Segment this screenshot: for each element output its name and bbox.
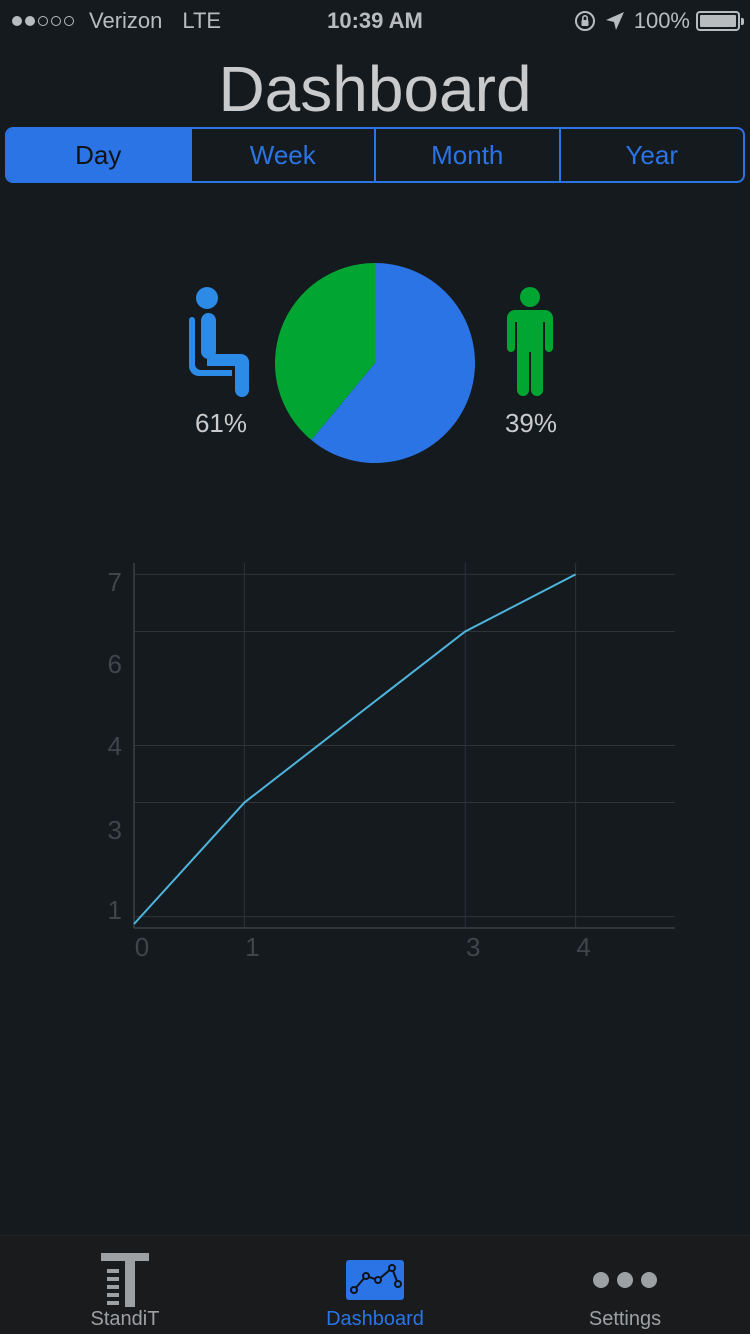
sit-stand-summary: 61% 39% bbox=[0, 0, 750, 500]
x-tick-label-3: 4 bbox=[576, 932, 590, 962]
battery-percent: 100% bbox=[633, 8, 690, 33]
y-tick-label-3: 6 bbox=[108, 649, 122, 679]
signal-strength-icon bbox=[12, 16, 77, 26]
status-time: 10:39 AM bbox=[327, 8, 423, 33]
x-tick-label-2: 3 bbox=[466, 932, 480, 962]
tab-bar: StandiT Dashboard bbox=[0, 1235, 750, 1334]
tab-standit-label: StandiT bbox=[90, 1308, 160, 1330]
tab-settings-label: Settings bbox=[588, 1308, 662, 1330]
status-bar: Verizon LTE 10:39 AM 100% bbox=[0, 0, 750, 40]
segment-month-label: Month bbox=[431, 139, 504, 170]
y-tick-label-1: 3 bbox=[108, 815, 122, 845]
y-tick-label-0: 1 bbox=[108, 895, 122, 925]
segment-year[interactable]: Year bbox=[558, 129, 744, 181]
standing-percent: 39% bbox=[504, 408, 558, 438]
segment-day-label: Day bbox=[75, 139, 122, 170]
y-tick-label-2: 4 bbox=[108, 731, 122, 761]
segment-month[interactable]: Month bbox=[374, 129, 559, 181]
segment-year-label: Year bbox=[625, 139, 679, 170]
tab-settings[interactable]: Settings bbox=[500, 1236, 750, 1334]
y-tick-label-4: 7 bbox=[108, 567, 122, 597]
segment-day[interactable]: Day bbox=[7, 129, 190, 181]
standit-logo-icon bbox=[101, 1253, 149, 1307]
person-standing-icon bbox=[507, 287, 553, 396]
tab-dashboard-label: Dashboard bbox=[326, 1308, 424, 1330]
location-arrow-icon bbox=[605, 12, 624, 30]
sitting-percent: 61% bbox=[194, 408, 248, 438]
pie-slice-standing[interactable] bbox=[275, 263, 375, 441]
line-chart-icon bbox=[346, 1260, 404, 1300]
page-title: Dashboard bbox=[218, 53, 532, 125]
tab-standit[interactable]: StandiT bbox=[0, 1236, 250, 1334]
battery-icon bbox=[696, 11, 744, 31]
network-type: LTE bbox=[182, 8, 222, 33]
x-tick-label-1: 1 bbox=[245, 932, 259, 962]
pie-slice-sitting[interactable] bbox=[311, 263, 475, 463]
carrier-name: Verizon bbox=[89, 8, 163, 33]
status-right: 100% bbox=[574, 8, 744, 34]
series-line bbox=[133, 573, 577, 925]
x-tick-label-0: 0 bbox=[135, 932, 149, 962]
period-segmented-control: Day Week Month Year bbox=[5, 127, 745, 183]
rotation-lock-icon bbox=[574, 11, 595, 31]
person-sitting-icon bbox=[189, 287, 249, 397]
segment-week[interactable]: Week bbox=[189, 129, 375, 181]
status-left: Verizon LTE bbox=[12, 8, 221, 34]
more-dots-icon bbox=[593, 1272, 657, 1288]
sit-stand-pie-chart[interactable] bbox=[274, 262, 476, 464]
tab-dashboard[interactable]: Dashboard bbox=[250, 1236, 500, 1334]
segment-week-label: Week bbox=[249, 139, 316, 170]
